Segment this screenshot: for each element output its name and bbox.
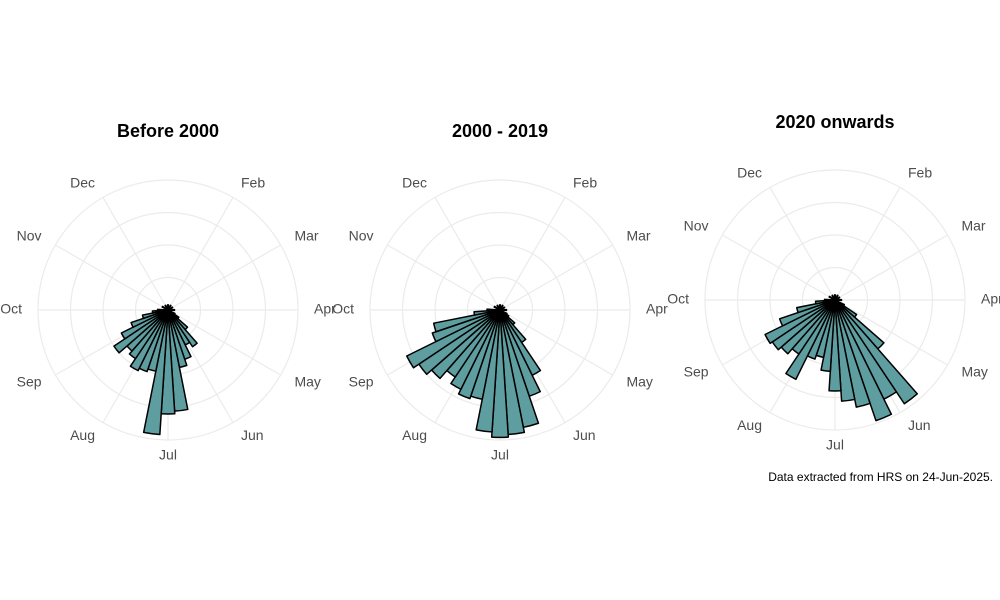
grid-spoke xyxy=(102,197,169,311)
grid-spoke xyxy=(55,244,169,311)
bar xyxy=(498,304,502,311)
month-label: Mar xyxy=(626,228,650,244)
month-label: Apr xyxy=(981,291,1000,307)
grid-spoke xyxy=(834,187,901,301)
month-label: Dec xyxy=(737,164,762,180)
grid-spoke xyxy=(499,244,613,311)
month-label: Oct xyxy=(0,301,22,317)
bar xyxy=(486,308,501,312)
grid-spoke xyxy=(834,299,948,366)
month-label: May xyxy=(294,374,320,390)
month-label: Aug xyxy=(737,417,762,433)
month-label: Mar xyxy=(294,228,318,244)
month-label: Jul xyxy=(826,437,844,453)
bar xyxy=(473,309,501,316)
month-label: Apr xyxy=(646,301,668,317)
bar xyxy=(450,309,501,391)
grid-spoke xyxy=(167,309,281,376)
bar xyxy=(431,309,501,343)
bar xyxy=(130,309,169,328)
month-label: May xyxy=(626,374,652,390)
grid-spoke xyxy=(167,197,234,311)
chart-title: Before 2000 xyxy=(117,121,219,141)
chart-title: 2000 - 2019 xyxy=(452,121,548,141)
grid-spoke xyxy=(499,197,566,311)
month-label: Feb xyxy=(573,174,597,190)
month-label: Jul xyxy=(491,447,509,463)
month-label: Nov xyxy=(349,228,374,244)
month-label: Dec xyxy=(402,174,427,190)
bar xyxy=(167,309,198,348)
bar xyxy=(828,299,842,392)
month-label: Sep xyxy=(17,374,42,390)
month-label: Nov xyxy=(17,228,42,244)
bar xyxy=(167,308,176,312)
bar xyxy=(156,308,169,312)
month-label: Jun xyxy=(573,427,596,443)
polar-chart: 2000 - 2019 Feb Mar Apr May Jun Jul Aug Sep Oct No… xyxy=(332,121,668,463)
bar xyxy=(785,299,836,381)
bar xyxy=(831,294,836,301)
month-label: Jul xyxy=(159,447,177,463)
bar xyxy=(490,309,510,439)
bar xyxy=(795,299,836,314)
polar-chart: 2020 onwards Feb Mar Apr May Jun Jul Aug Sep Oct N… xyxy=(667,112,1000,453)
bar xyxy=(834,298,843,302)
bar xyxy=(834,299,893,422)
bar xyxy=(120,309,169,340)
bar xyxy=(764,299,836,345)
grid-spoke xyxy=(387,244,501,311)
month-label: Dec xyxy=(70,174,95,190)
month-label: Mar xyxy=(961,218,985,234)
month-label: Jun xyxy=(908,417,931,433)
bar xyxy=(432,309,501,333)
month-label: Jun xyxy=(241,427,264,443)
bar xyxy=(141,309,169,320)
grid-spoke xyxy=(167,244,281,311)
month-label: Aug xyxy=(70,427,95,443)
bar xyxy=(113,309,169,354)
month-label: Sep xyxy=(349,374,374,390)
bar xyxy=(499,308,508,312)
bar xyxy=(834,299,856,402)
month-label: Nov xyxy=(684,218,709,234)
month-label: Feb xyxy=(908,164,932,180)
bar xyxy=(833,294,837,301)
grid-spoke xyxy=(834,234,948,301)
month-label: Aug xyxy=(402,427,427,443)
bar xyxy=(823,298,836,302)
bar xyxy=(405,309,501,369)
month-label: Feb xyxy=(241,174,265,190)
polar-chart: Before 2000 Feb Mar Apr May Jun Jul Aug Sep Oct No… xyxy=(0,121,336,463)
month-label: May xyxy=(961,364,987,380)
bar xyxy=(834,299,919,405)
bar xyxy=(128,309,169,360)
grid-spoke xyxy=(434,197,501,311)
grid-spoke xyxy=(722,234,836,301)
month-label: Sep xyxy=(684,364,709,380)
bar xyxy=(496,304,501,311)
month-label: Oct xyxy=(332,301,354,317)
month-label: Oct xyxy=(667,291,689,307)
bar xyxy=(164,304,169,311)
grid-spoke xyxy=(499,309,613,376)
footnote: Data extracted from HRS on 24-Jun-2025. xyxy=(768,470,993,484)
grid-spoke xyxy=(769,187,836,301)
bar xyxy=(778,299,836,327)
bar xyxy=(834,299,871,408)
bar xyxy=(166,304,170,311)
month-label: Apr xyxy=(314,301,336,317)
chart-title: 2020 onwards xyxy=(775,112,894,132)
